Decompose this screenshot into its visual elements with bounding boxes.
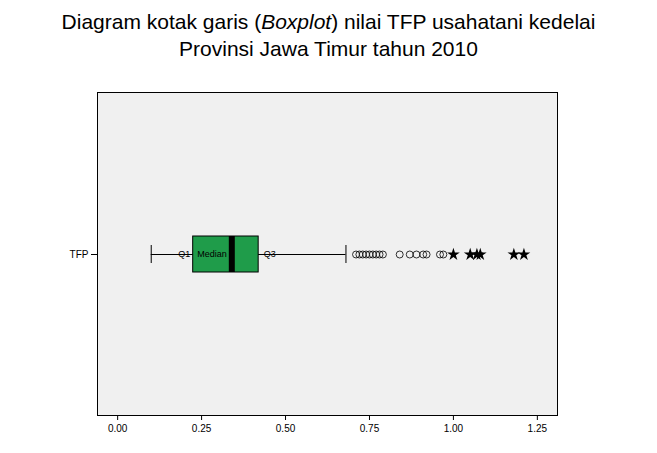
- svg-text:0.75: 0.75: [360, 423, 380, 434]
- svg-text:Median: Median: [197, 249, 227, 259]
- svg-text:1.25: 1.25: [528, 423, 548, 434]
- svg-text:0.50: 0.50: [276, 423, 296, 434]
- svg-text:1.00: 1.00: [444, 423, 464, 434]
- svg-text:0.25: 0.25: [192, 423, 212, 434]
- svg-text:TFP: TFP: [70, 249, 89, 260]
- svg-text:0.00: 0.00: [108, 423, 128, 434]
- svg-text:Q1: Q1: [178, 249, 190, 259]
- html-text:Diagram kotak garis (Boxplot): Diagram kotak garis (Boxplot) nilai TFP …: [61, 10, 596, 60]
- svg-text:Q3: Q3: [264, 249, 276, 259]
